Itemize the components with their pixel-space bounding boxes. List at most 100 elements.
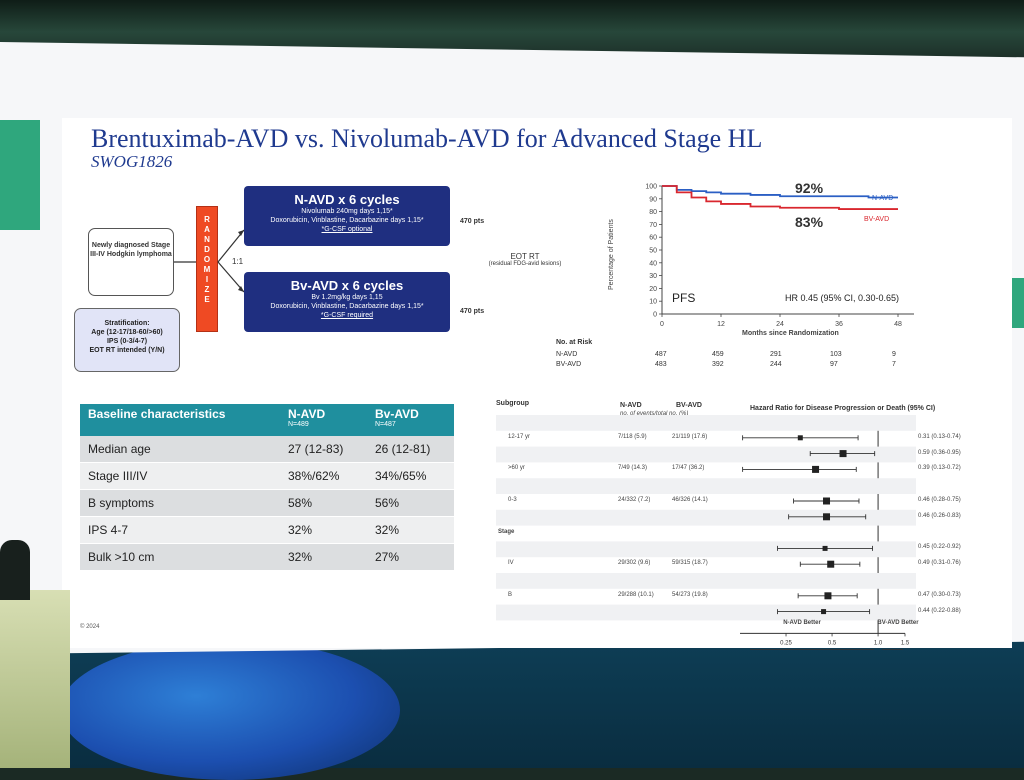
col-nivo-label: N-AVD (288, 407, 326, 421)
randomize-letter: M (203, 265, 211, 274)
arm-nivo-line2: Doxorubicin, Vinblastine, Dacarbazine da… (270, 217, 424, 224)
row-label: Median age (80, 436, 280, 463)
decorative-blob (60, 640, 400, 780)
km-y-tick-label: 0 (653, 312, 657, 319)
row-bv-value: 27% (367, 543, 454, 571)
km-y-tick-label: 60 (649, 235, 657, 242)
eot-rt-label: EOT RT (residual FDG-avid lesions) (480, 252, 570, 267)
forest-row-band (496, 415, 916, 431)
forest-events-nivo: 7/49 (14.3) (618, 465, 648, 472)
km-x-tick-label: 24 (776, 321, 784, 328)
arm-nivo-box: N-AVD x 6 cycles Nivolumab 240mg days 1,… (244, 186, 450, 246)
forest-hr-ci: 0.49 (0.31-0.76) (918, 560, 961, 567)
baseline-header: Baseline characteristics (80, 404, 280, 436)
km-pct-bv: 83% (795, 214, 824, 230)
forest-col-nivo: N-AVD (620, 402, 642, 409)
arm-bv-line1: Bv 1.2mg/kg days 1,15 (311, 294, 383, 301)
forest-events-nivo: 7/118 (5.9) (618, 433, 647, 440)
forest-hr-ci: 0.47 (0.30-0.73) (918, 591, 961, 598)
risk-value: 9 (892, 351, 896, 358)
risk-row-label: N-AVD (556, 351, 578, 358)
forest-point (827, 560, 835, 568)
risk-value: 244 (770, 361, 782, 368)
stratification-item: EOT RT intended (Y/N) (89, 347, 165, 354)
forest-col-subgroup: Subgroup (496, 400, 530, 407)
forest-row-band (496, 604, 916, 621)
forest-row-band (496, 509, 916, 526)
km-series-line (662, 185, 898, 199)
row-nivo-value: 38%/62% (280, 462, 367, 490)
forest-hr-ci: 0.46 (0.26-0.83) (918, 512, 961, 519)
km-y-tick-label: 100 (645, 184, 657, 191)
randomize-letter: Z (204, 285, 210, 294)
row-nivo-value: 58% (280, 489, 367, 517)
forest-point (823, 497, 831, 505)
forest-title: Hazard Ratio for Disease Progression or … (750, 405, 936, 412)
forest-point (812, 465, 820, 473)
forest-hr-ci: 0.45 (0.22-0.92) (918, 544, 961, 551)
forest-hr-ci: 0.31 (0.13-0.74) (918, 433, 961, 440)
baseline-header-row: Baseline characteristics N-AVD N=489 Bv-A… (80, 404, 454, 436)
risk-value: 459 (712, 351, 724, 358)
arm-bv-title: Bv-AVD x 6 cycles (290, 278, 404, 293)
arm-bv-pts: 470 pts (460, 308, 485, 315)
accent-bar-left (0, 120, 40, 230)
slide-title: Brentuximab-AVD vs. Nivolumab-AVD for Ad… (91, 124, 763, 153)
row-label: Bulk >10 cm (80, 543, 280, 571)
forest-col-bv: BV-AVD (676, 402, 702, 409)
forest-point (821, 609, 827, 615)
forest-row-label: >60 yr (508, 465, 525, 472)
arm-nivo-line3: *G-CSF optional (321, 226, 373, 233)
forest-x-tick-label: 0.25 (780, 640, 792, 646)
forest-events-nivo: 24/332 (7.2) (618, 497, 651, 503)
baseline-col-bv: Bv-AVD N=487 (367, 404, 454, 436)
risk-value: 291 (770, 351, 782, 358)
row-bv-value: 32% (367, 516, 454, 544)
forest-better-nivo: N-AVD Better (783, 620, 821, 626)
arm-nivo-title: N-AVD x 6 cycles (294, 192, 400, 207)
km-y-tick-label: 50 (649, 248, 657, 255)
stratification-item: IPS (0-3/4-7) (106, 338, 148, 345)
forest-row-label: 0-3 (508, 497, 517, 503)
eot-sub: (residual FDG-avid lesions) (488, 261, 562, 267)
km-pfs-label: PFS (672, 291, 696, 305)
randomize-box: R A N D O M I Z E (196, 206, 218, 332)
arm-bv-line2: Doxorubicin, Vinblastine, Dacarbazine da… (270, 303, 424, 310)
forest-hr-ci: 0.46 (0.28-0.75) (918, 497, 961, 503)
forest-events-bv: 54/273 (19.8) (672, 591, 708, 598)
baseline-header-label: Baseline characteristics (88, 407, 226, 421)
risk-value: 487 (655, 351, 667, 358)
baseline-col-nivo: N-AVD N=489 (280, 404, 367, 436)
row-nivo-value: 27 (12-83) (280, 436, 367, 463)
forest-hr-ci: 0.59 (0.36-0.95) (918, 449, 961, 456)
row-label: IPS 4-7 (80, 516, 280, 544)
randomize-letter: E (204, 295, 210, 304)
col-nivo-n: N=489 (288, 421, 309, 428)
forest-events-bv: 46/326 (14.1) (672, 497, 708, 503)
slide-footer: © 2024 (80, 624, 100, 630)
km-series-line (662, 185, 898, 210)
forest-hr-ci: 0.44 (0.22-0.88) (918, 607, 961, 614)
risk-value: 97 (830, 361, 838, 368)
forest-hr-ci: 0.39 (0.13-0.72) (918, 465, 961, 472)
forest-row-label: 12-17 yr (508, 433, 531, 440)
forest-point (797, 435, 803, 441)
km-legend-bv: BV-AVD (864, 216, 890, 223)
patients-box: Newly diagnosed Stage III-IV Hodgkin lym… (88, 228, 174, 296)
km-x-tick-label: 0 (660, 321, 664, 328)
table-row: Stage III/IV 38%/62% 34%/65% (80, 462, 454, 490)
km-y-tick-label: 40 (649, 260, 657, 267)
km-x-tick-label: 36 (835, 321, 843, 328)
table-row: B symptoms 58% 56% (80, 489, 454, 517)
row-nivo-value: 32% (280, 543, 367, 571)
table-row: Bulk >10 cm 32% 27% (80, 543, 454, 571)
km-x-tick-label: 12 (717, 321, 725, 328)
row-nivo-value: 32% (280, 516, 367, 544)
slide-subtitle: SWOG1826 (91, 152, 173, 171)
forest-events-nivo: 29/302 (9.6) (618, 560, 651, 567)
km-pct-nivo: 92% (795, 180, 824, 196)
forest-row-band (496, 446, 916, 463)
randomize-letter: D (204, 245, 210, 254)
forest-row-band (496, 478, 916, 494)
